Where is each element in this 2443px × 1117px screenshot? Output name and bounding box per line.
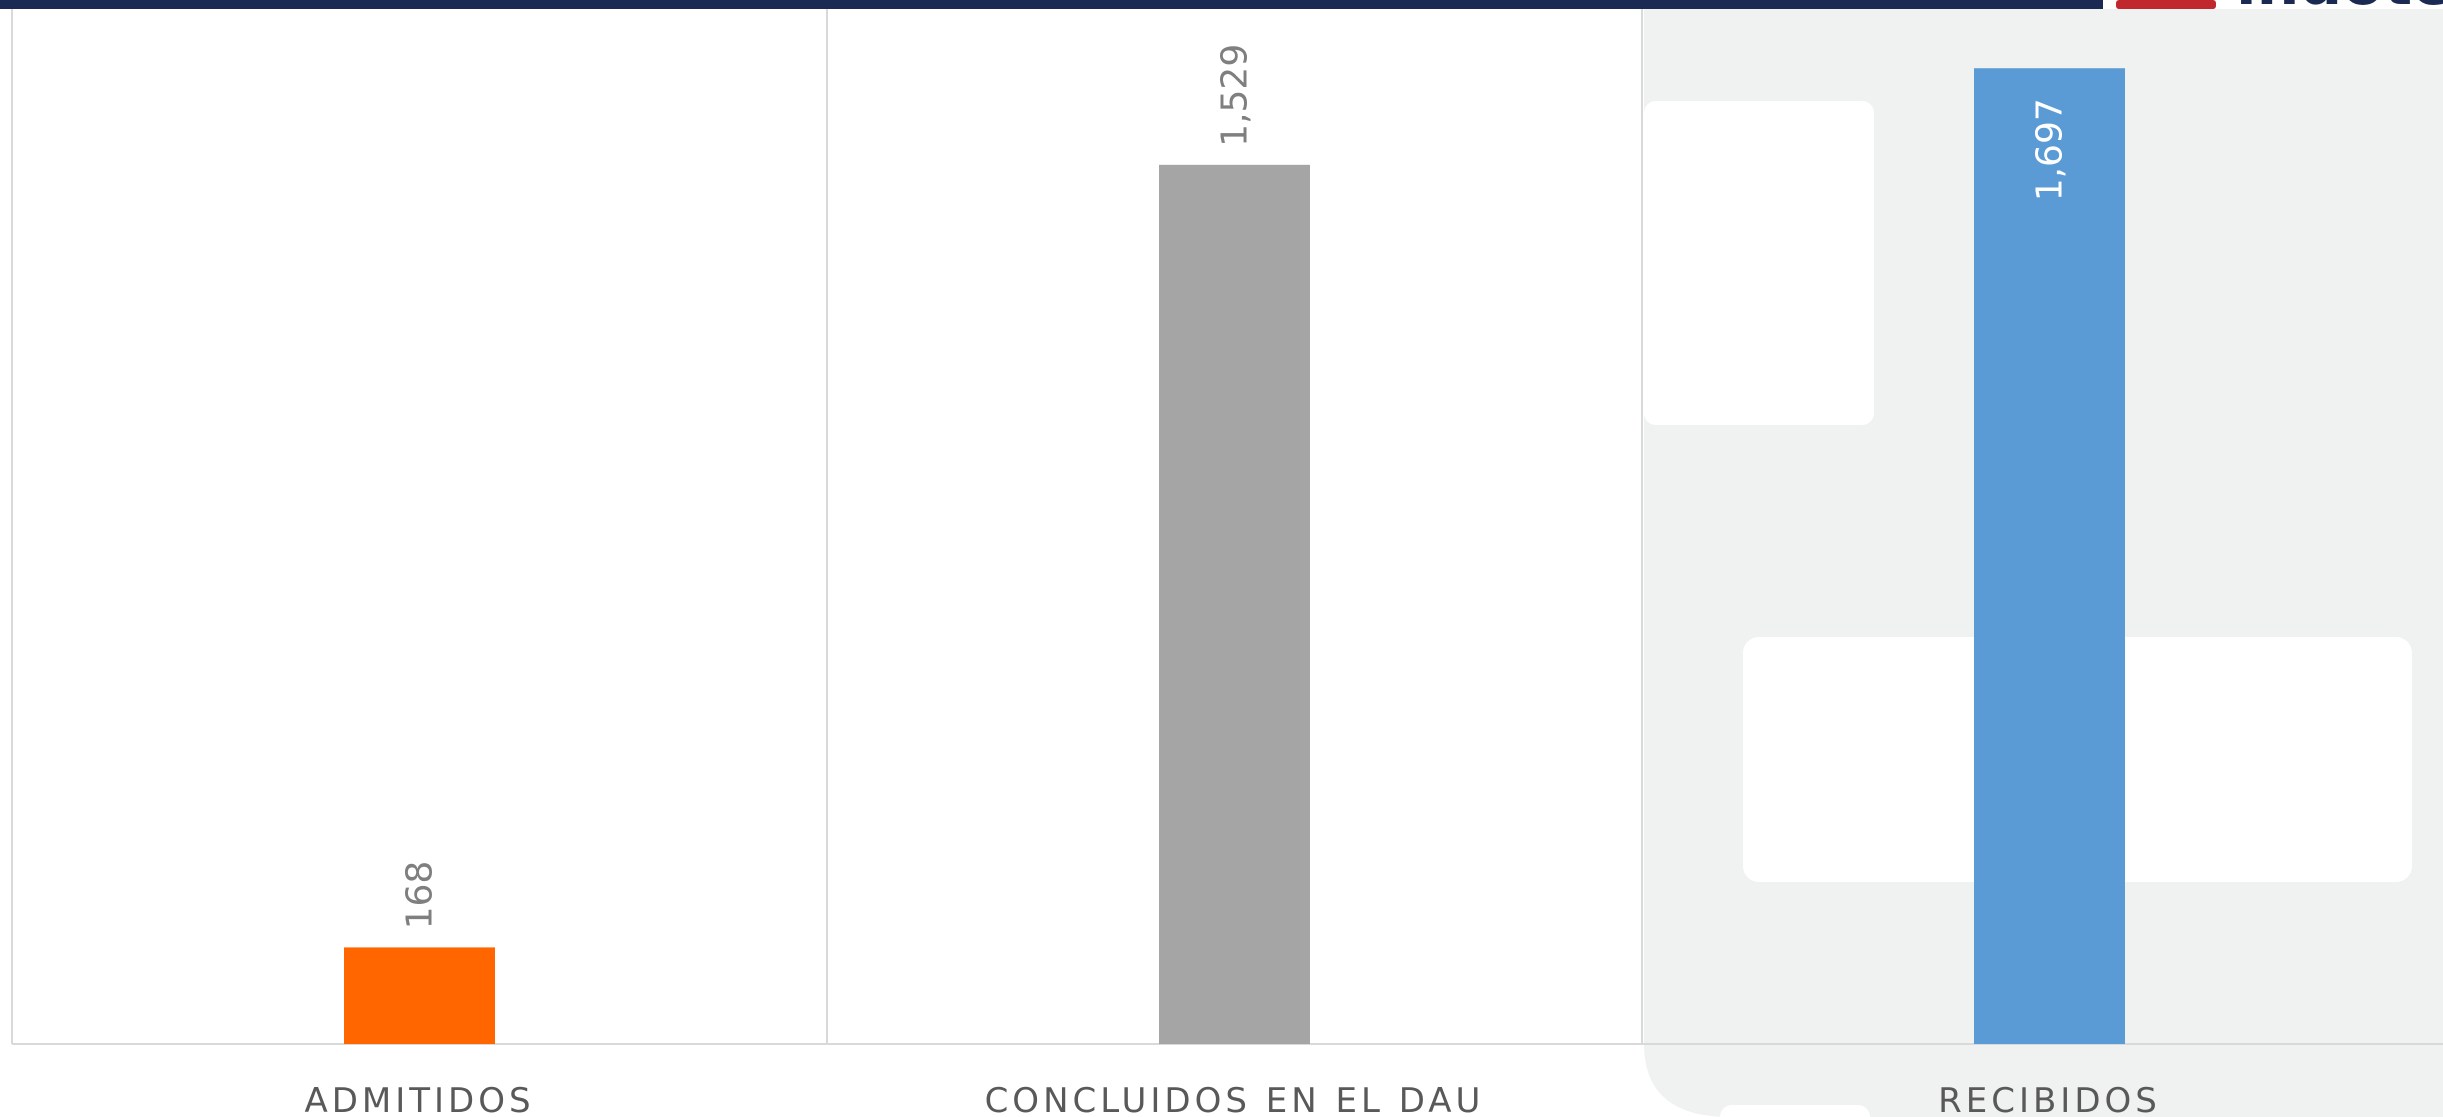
panel-card (1720, 1105, 1870, 1117)
panel-card (1644, 101, 1874, 425)
bar (344, 947, 495, 1044)
x-tick-label: ADMITIDOS (304, 1081, 534, 1117)
bar (1159, 164, 1310, 1044)
x-tick-label: RECIBIDOS (1938, 1081, 2161, 1117)
header-accent (2116, 0, 2216, 9)
bar (1974, 68, 2125, 1045)
x-tick-label: CONCLUIDOS EN EL DAU (985, 1081, 1485, 1117)
header-bar (0, 0, 2103, 9)
value-label: 1,697 (2030, 98, 2071, 201)
value-label: 1,529 (1215, 44, 1256, 147)
value-label: 168 (400, 861, 441, 930)
logo: indotel (2236, 0, 2443, 19)
